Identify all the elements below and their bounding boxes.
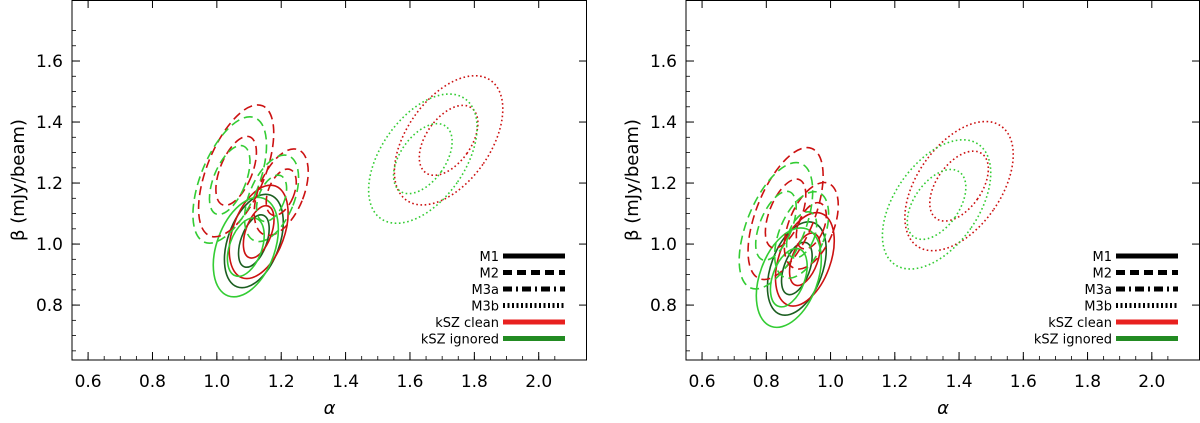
contour-m3a-ksz-clean-2: [783, 181, 840, 270]
y-axis-label: β (mJy/beam): [8, 119, 29, 241]
x-tick-label: 2.0: [1138, 372, 1165, 392]
x-axis-label: α: [937, 398, 949, 419]
contour-m3b-ksz-ignored-2: [881, 139, 992, 270]
legend-label: kSZ clean: [435, 316, 499, 331]
contour-m2-ksz-ignored-2: [738, 161, 814, 290]
contour-m3b-ksz-clean-2: [393, 74, 504, 206]
x-tick-label: 1.0: [817, 372, 844, 392]
y-tick-label: 1.2: [650, 174, 677, 194]
contour-m3a-ksz-ignored-2: [773, 190, 830, 279]
contour-m3a-ksz-ignored-1: [255, 174, 288, 223]
x-tick-label: 1.4: [946, 372, 973, 392]
x-tick-label: 1.2: [268, 372, 295, 392]
x-tick-label: 0.8: [753, 372, 780, 392]
contour-m1-ksz-ignored-1: [226, 217, 265, 278]
contour-m3a-ksz-ignored-2: [243, 154, 300, 243]
y-tick-label: 1.6: [650, 52, 677, 72]
legend-label: kSZ ignored: [1034, 333, 1112, 348]
chart-panel-1: 0.6 0.8 1.0 1.2 1.4 1.6 1.8 2.0 0.8 1.0 1.2 1.4 1.6 α…: [8, 0, 587, 419]
x-tick-label: 1.6: [396, 372, 423, 392]
contour-m1-ksz-ignored-1: [780, 241, 813, 296]
contour-m1-ksz-ignored-2: [212, 196, 280, 298]
y-tick-label: 1.0: [650, 235, 677, 255]
contour-m3a-ksz-clean-1: [795, 201, 828, 250]
y-tick-label: 0.8: [650, 296, 677, 316]
legend-label: M1: [1093, 250, 1113, 265]
contour-m3b-ksz-ignored-1: [906, 168, 967, 241]
contour-m3a-ksz-ignored-1: [785, 210, 818, 259]
contour-m3b-ksz-clean-1: [928, 150, 990, 222]
chart-panel-2: 0.6 0.8 1.0 1.2 1.4 1.6 1.8 2.0 0.8 1.0 1.2 1.4 1.6 α…: [622, 0, 1200, 419]
x-tick-label: 1.2: [881, 372, 908, 392]
contour-m3b-ksz-clean-1: [418, 104, 479, 177]
legend-label: M1: [480, 250, 500, 265]
contour-m1-ksz-ignored-1: [769, 247, 808, 308]
contour-m1-ksz-clean-1: [242, 204, 275, 259]
x-tick-label: 1.0: [203, 372, 230, 392]
contour-m1-ksz-clean-2: [228, 184, 289, 280]
x-tick-label: 1.4: [332, 372, 359, 392]
y-tick-label: 0.8: [36, 296, 63, 316]
y-tick-label: 1.4: [36, 113, 63, 133]
x-tick-label: 0.6: [689, 372, 716, 392]
contour-m3b-ksz-ignored-1: [392, 122, 453, 195]
y-tick-label: 1.4: [650, 113, 677, 133]
x-tick-label: 0.6: [75, 372, 102, 392]
y-axis-label: β (mJy/beam): [622, 119, 643, 241]
x-tick-label: 1.8: [1074, 372, 1101, 392]
contour-m3a-ksz-clean-1: [265, 168, 298, 217]
legend-label: M3a: [472, 283, 499, 298]
contour-m3b-ksz-clean-2: [904, 120, 1015, 252]
contour-m1-ksz-ignored-2: [755, 227, 823, 329]
x-tick-label: 2.0: [525, 372, 552, 392]
contour-m1-ksz-clean-2: [774, 211, 836, 307]
legend-label: M3a: [1085, 283, 1112, 298]
legend-label: M2: [1093, 267, 1113, 282]
contour-m2-ksz-ignored-1: [754, 190, 797, 262]
contour-m3b-ksz-ignored-2: [367, 93, 478, 225]
legend-label: M3b: [1084, 300, 1112, 315]
legend-label: M2: [480, 267, 500, 282]
contour-group: [738, 120, 1015, 329]
y-tick-label: 1.6: [36, 52, 63, 72]
y-tick-label: 1.0: [36, 235, 63, 255]
contour-group: [192, 74, 504, 298]
contour-m2-ksz-ignored-2: [192, 116, 268, 244]
legend-label: kSZ ignored: [421, 333, 499, 348]
contour-m3a-ksz-clean-2: [253, 148, 310, 237]
x-tick-label: 0.8: [139, 372, 166, 392]
contour-m2-ksz-clean-2: [197, 104, 275, 238]
legend-label: kSZ clean: [1048, 316, 1112, 331]
x-axis-label: α: [324, 398, 336, 419]
x-tick-label: 1.6: [1010, 372, 1037, 392]
contour-m2-ksz-ignored-1: [208, 144, 251, 216]
legend-label: M3b: [471, 300, 499, 315]
contour-m2-ksz-clean-2: [747, 146, 824, 281]
y-tick-label: 1.2: [36, 174, 63, 194]
x-tick-label: 1.8: [461, 372, 488, 392]
contour-m2-ksz-clean-1: [215, 135, 258, 207]
